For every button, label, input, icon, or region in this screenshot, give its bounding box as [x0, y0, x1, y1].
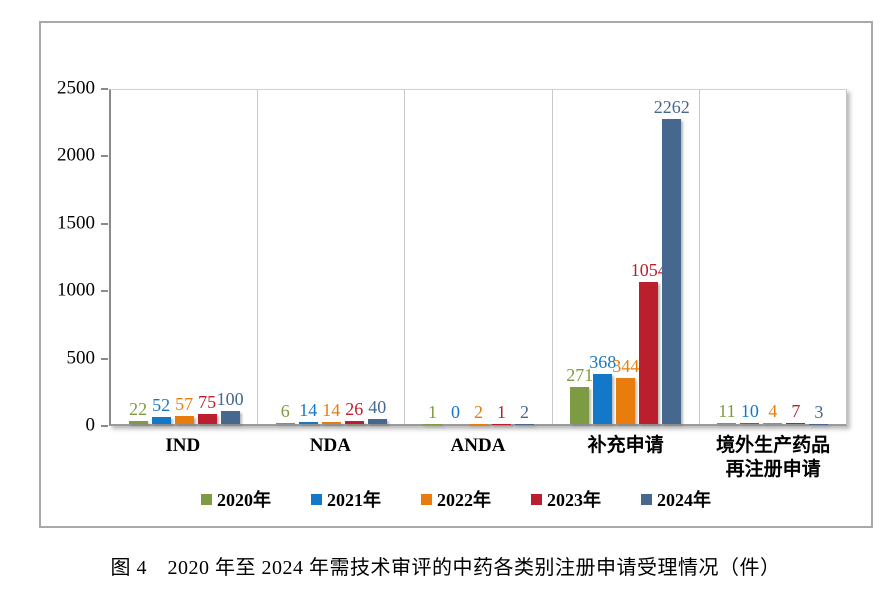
y-tick-label: 2000	[57, 144, 95, 166]
legend-item: 2022年	[421, 486, 491, 512]
category-pane: 11 10 4 7 3	[700, 90, 846, 424]
y-tick-label: 0	[85, 414, 96, 436]
bar-group: 6 14 14 26 40	[258, 398, 404, 424]
y-axis: 0 500 1000 1500 2000 2500	[41, 78, 109, 436]
bar: 11	[717, 402, 737, 424]
legend-swatch	[311, 493, 322, 505]
chart-container: 0 500 1000 1500 2000 2500 22 52 57 75 100 6 14 14 26 4…	[39, 21, 873, 528]
bar: 40	[367, 398, 387, 424]
category-label: NDA	[309, 435, 351, 456]
bar-value-label: 4	[768, 401, 778, 422]
y-tick-label: 1000	[57, 279, 95, 301]
bar-group: 11 10 4 7 3	[700, 402, 846, 424]
bar-value-label: 0	[451, 402, 460, 422]
bar: 1054	[631, 261, 667, 424]
bar: 14	[298, 401, 318, 424]
legend-label: 2021年	[327, 490, 381, 510]
bar-value-label: 2	[520, 401, 529, 422]
y-tick-mark	[101, 155, 108, 158]
legend-label: 2024年	[657, 490, 711, 510]
category-label: ANDA	[450, 435, 506, 456]
figure-caption: 图 4 2020 年至 2024 年需技术审评的中药各类别注册申请受理情况（件）	[110, 557, 781, 579]
y-tick-mark	[101, 425, 108, 427]
legend-swatch	[641, 493, 652, 505]
category-pane: 271 368 344 1054 2262	[553, 90, 700, 424]
bar: 100	[217, 390, 244, 424]
bar: 2262	[654, 98, 690, 424]
bar-group: 22 52 57 75 100	[111, 390, 257, 424]
bar-value-label: 14	[322, 400, 341, 421]
y-tick-mark	[101, 357, 108, 360]
bar: 14	[321, 401, 341, 424]
category-pane: 22 52 57 75 100	[111, 90, 259, 424]
bar: 10	[740, 402, 760, 424]
bar-value-label: 271	[566, 365, 594, 386]
bar: 6	[275, 402, 295, 424]
legend-item: 2021年	[311, 486, 381, 512]
y-tick-label: 1500	[57, 212, 95, 234]
legend-swatch	[531, 493, 542, 505]
legend-swatch	[421, 493, 432, 505]
bar: 4	[763, 402, 783, 424]
bar: 57	[174, 395, 194, 424]
legend-swatch	[201, 493, 212, 505]
bar-value-label: 6	[280, 401, 290, 422]
legend-label: 2020年	[217, 490, 271, 510]
category-label: 补充申请	[587, 435, 664, 456]
bar-value-label: 26	[345, 398, 364, 419]
y-tick-mark	[101, 290, 108, 293]
bar: 52	[151, 396, 171, 424]
bar-value-label: 2	[474, 401, 483, 422]
legend-item: 2020年	[201, 486, 271, 512]
bar-value-label: 2262	[653, 97, 690, 118]
bar-value-label: 344	[612, 355, 640, 376]
bar: 26	[344, 400, 364, 424]
category-label: 境外生产药品 再注册申请	[716, 435, 831, 480]
bar-group: 271 368 344 1054 2262	[553, 98, 699, 424]
category-axis: IND NDA ANDA 补充申请 境外生产药品 再注册申请	[109, 434, 847, 482]
bar-value-label: 7	[791, 401, 801, 422]
legend-item: 2023年	[531, 486, 601, 512]
bar: 344	[612, 357, 639, 424]
y-tick-mark	[101, 222, 108, 225]
y-tick-label: 2500	[57, 77, 95, 99]
legend: 2020年 2021年 2022年 2023年 2024年	[41, 486, 871, 512]
bar-value-label: 75	[198, 391, 217, 412]
bar: 368	[589, 353, 616, 424]
bar-value-label: 10	[740, 400, 759, 421]
bar: 75	[197, 393, 217, 424]
bar-value-label: 52	[152, 395, 171, 415]
plot-area: 22 52 57 75 100 6 14 14 26 40 1 0 2 1 2 271 368 344 1054 22…	[109, 89, 847, 426]
bar-value-label: 368	[589, 352, 617, 373]
category-pane: 6 14 14 26 40	[258, 90, 406, 424]
bar: 271	[566, 366, 593, 424]
bar-value-label: 1054	[630, 259, 667, 280]
bar-value-label: 1	[497, 401, 506, 422]
bar-value-label: 1	[428, 401, 437, 422]
bar-value-label: 40	[368, 396, 387, 417]
bar-value-label: 3	[814, 401, 824, 422]
legend-item: 2024年	[641, 486, 711, 512]
bar: 7	[786, 402, 806, 424]
bar: 22	[128, 400, 148, 424]
category-label: IND	[165, 435, 201, 456]
y-tick-label: 500	[66, 347, 96, 369]
bar-value-label: 14	[299, 400, 318, 421]
legend-label: 2022年	[437, 490, 491, 510]
bar-value-label: 57	[175, 394, 194, 415]
bar-value-label: 11	[718, 400, 736, 421]
bar-value-label: 22	[129, 399, 148, 420]
bar-value-label: 100	[216, 388, 244, 409]
legend-label: 2023年	[547, 490, 601, 510]
y-tick-mark	[101, 88, 108, 90]
